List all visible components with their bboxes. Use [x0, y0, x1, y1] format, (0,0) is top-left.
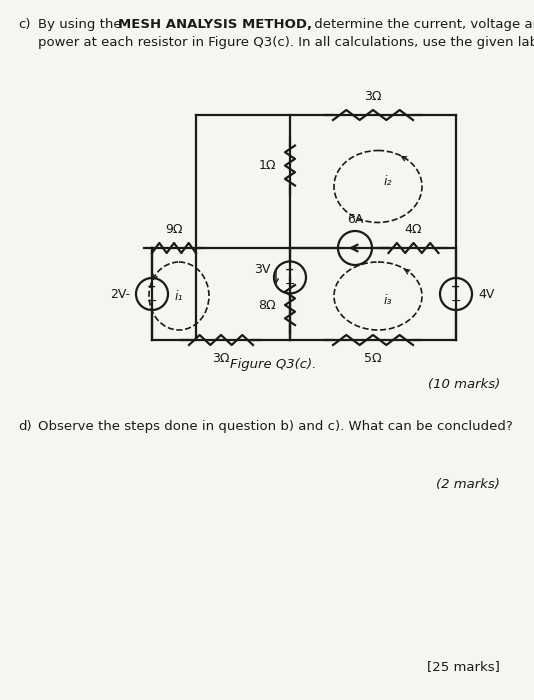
Text: power at each resistor in Figure Q3(c). In all calculations, use the given label: power at each resistor in Figure Q3(c). …: [38, 36, 534, 49]
Text: 2V-: 2V-: [110, 288, 130, 300]
Text: 3V: 3V: [254, 263, 270, 276]
Text: 9Ω: 9Ω: [165, 223, 183, 236]
Text: Figure Q3(c).: Figure Q3(c).: [230, 358, 316, 371]
Text: −: −: [285, 278, 295, 291]
Text: i₃: i₃: [384, 295, 392, 307]
Text: +: +: [147, 282, 156, 292]
Text: 4Ω: 4Ω: [405, 223, 422, 236]
Text: 6A: 6A: [347, 213, 363, 226]
Text: (10 marks): (10 marks): [428, 378, 500, 391]
Text: determine the current, voltage and: determine the current, voltage and: [310, 18, 534, 31]
Text: 8Ω: 8Ω: [258, 298, 276, 312]
Text: +: +: [451, 282, 461, 292]
Text: 1Ω: 1Ω: [258, 159, 276, 172]
Text: 3Ω: 3Ω: [212, 352, 230, 365]
Text: (2 marks): (2 marks): [436, 478, 500, 491]
Text: +: +: [285, 265, 295, 275]
Text: i₁: i₁: [175, 290, 183, 302]
Text: i₂: i₂: [384, 175, 392, 188]
Text: 4V: 4V: [478, 288, 494, 300]
Text: By using the: By using the: [38, 18, 126, 31]
Text: 5Ω: 5Ω: [364, 352, 382, 365]
Text: −: −: [451, 295, 461, 308]
Text: [25 marks]: [25 marks]: [427, 660, 500, 673]
Text: −: −: [147, 295, 157, 308]
Text: MESH ANALYSIS METHOD,: MESH ANALYSIS METHOD,: [118, 18, 312, 31]
Text: c): c): [18, 18, 30, 31]
Text: 3Ω: 3Ω: [364, 90, 382, 103]
Text: d): d): [18, 420, 32, 433]
Text: Observe the steps done in question b) and c). What can be concluded?: Observe the steps done in question b) an…: [38, 420, 513, 433]
